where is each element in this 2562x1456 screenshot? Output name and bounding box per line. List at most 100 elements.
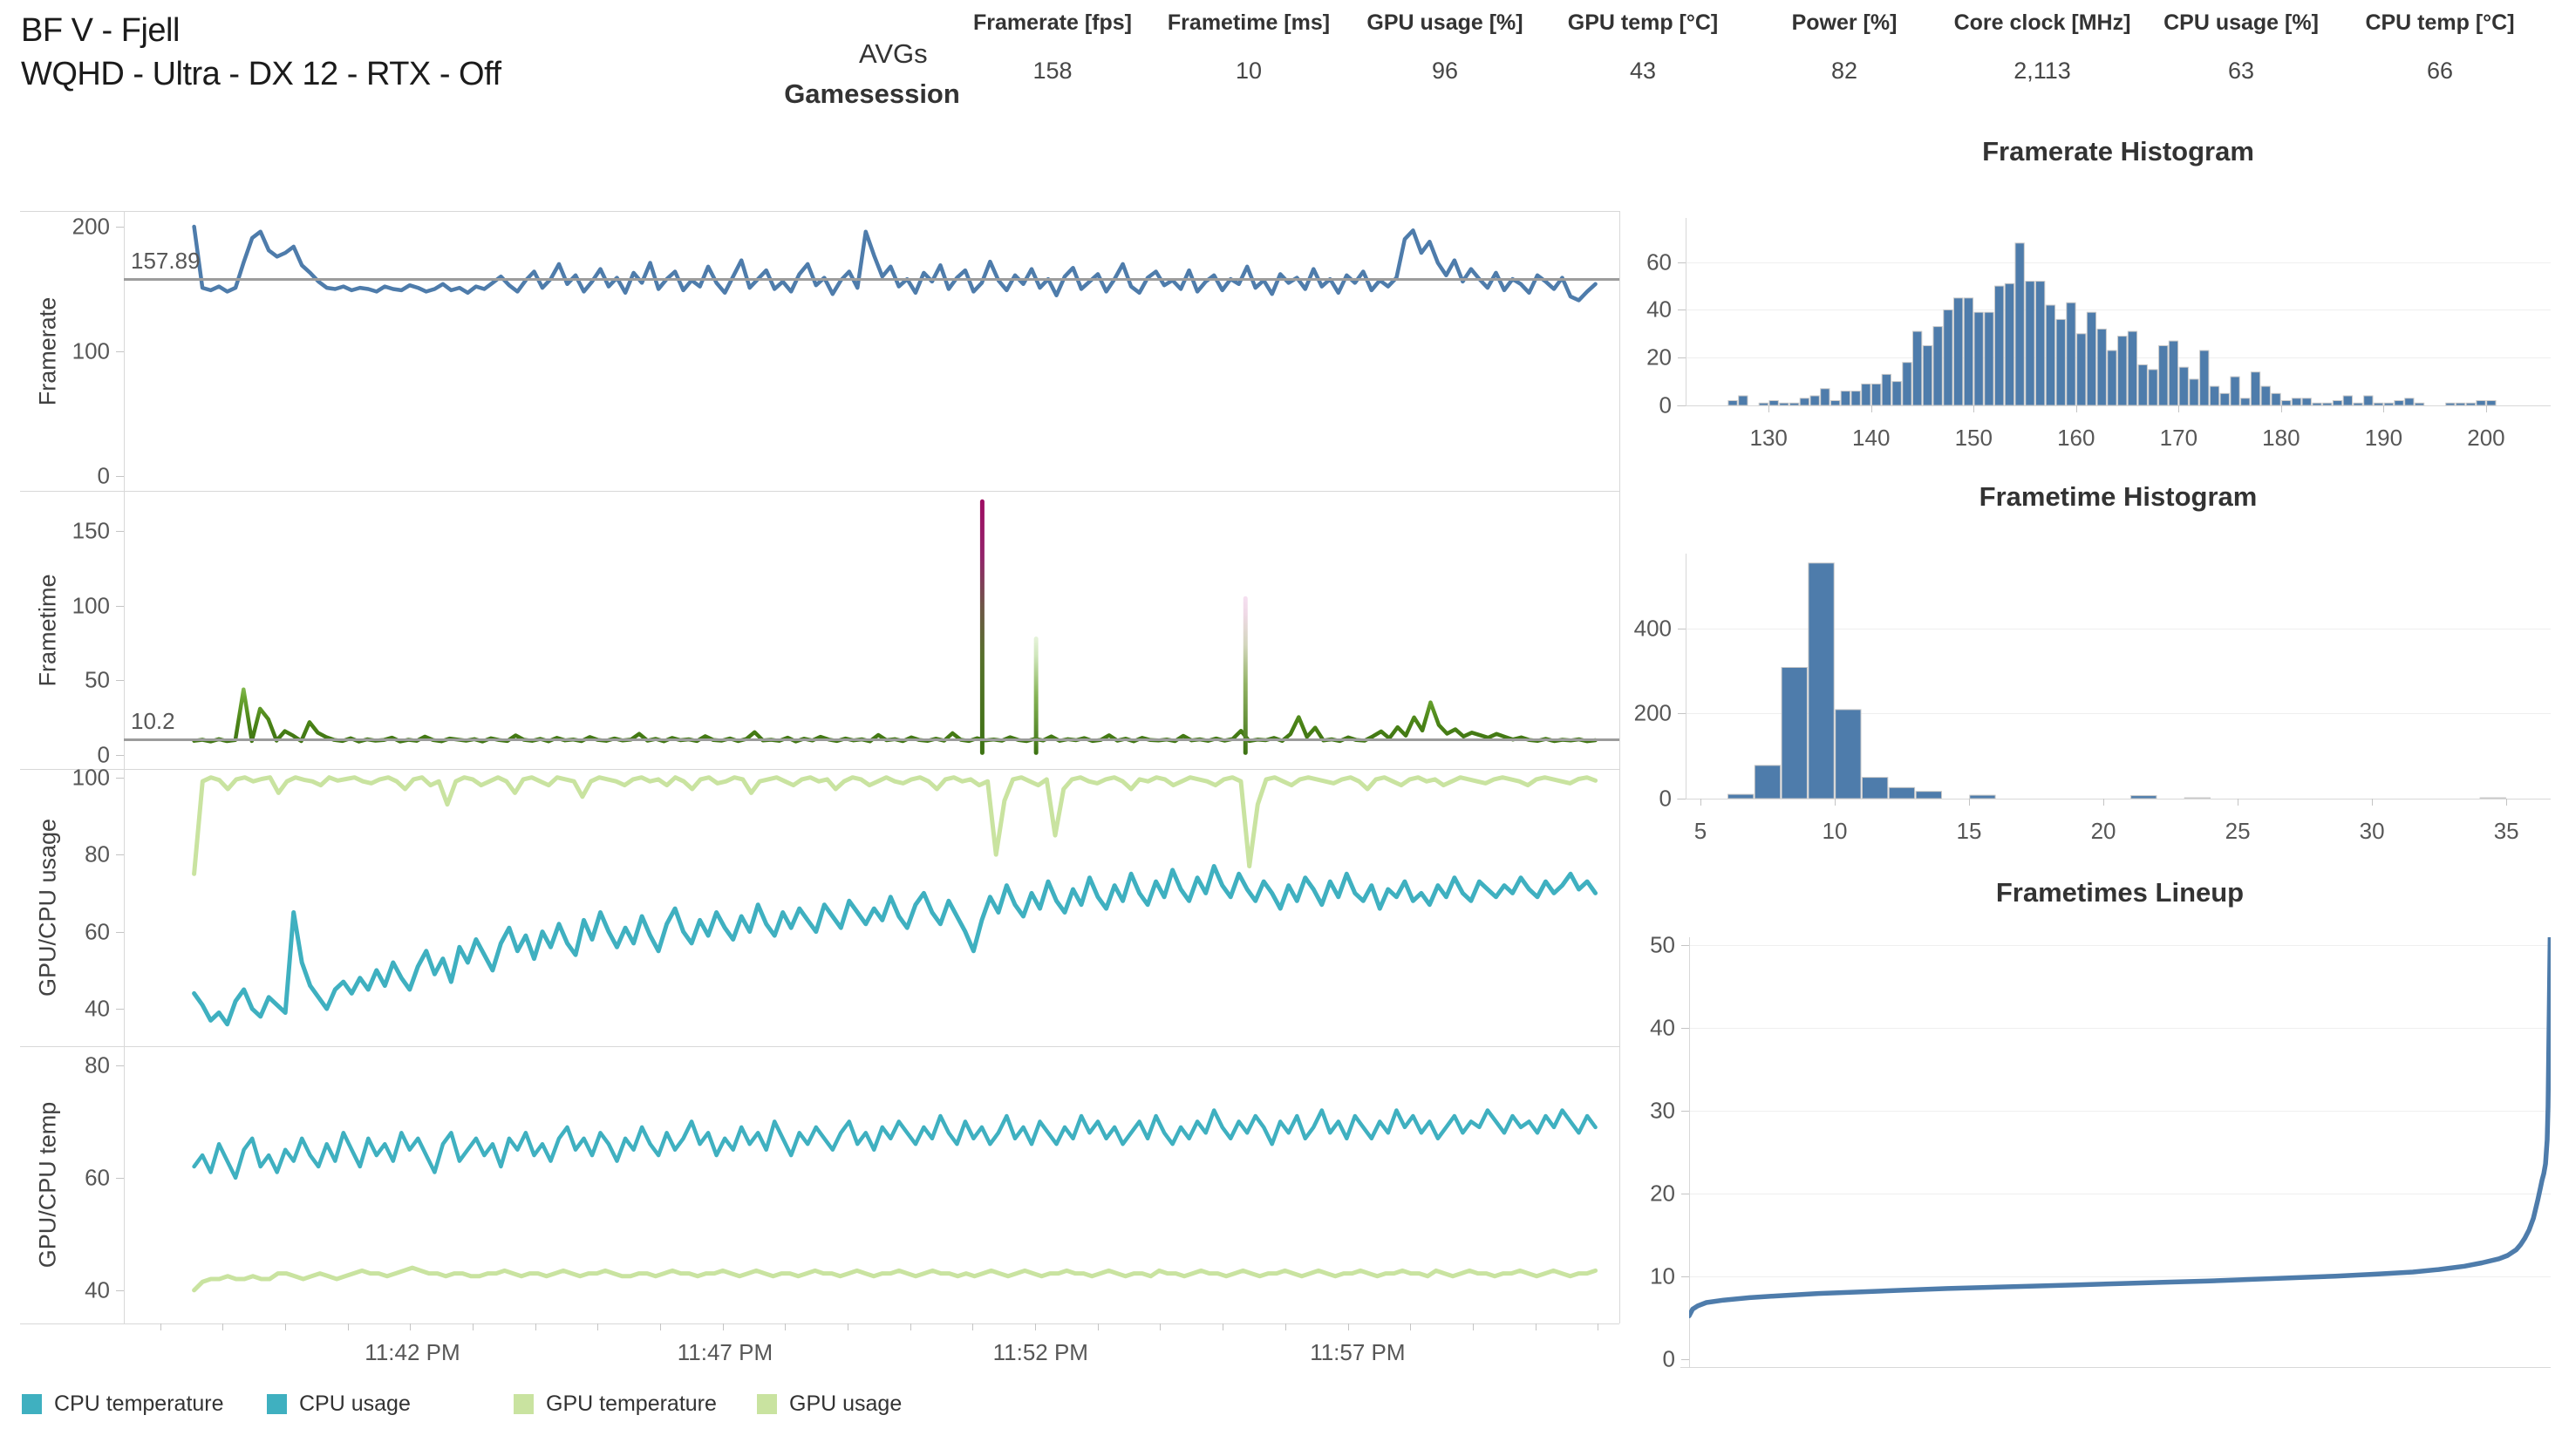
ytick-mark <box>116 1065 124 1066</box>
bar-framerate_histogram-188 <box>2363 395 2374 405</box>
bar-framerate_histogram-192 <box>2404 398 2415 405</box>
bar-frametime_histogram-21 <box>2130 795 2157 799</box>
avg-reference-label: 10.2 <box>131 708 175 735</box>
xtick-minor <box>284 1323 286 1330</box>
panel-divider-4 <box>20 1323 1619 1324</box>
lineup-line <box>1689 937 2551 1318</box>
bar-framerate_histogram-138 <box>1850 391 1861 405</box>
bar-framerate_histogram-179 <box>2271 392 2281 405</box>
avg-reference-line-framerate <box>124 278 1619 282</box>
framerate_histogram-x-axis-line <box>1677 405 2551 406</box>
ytick-mark <box>1681 1358 1689 1360</box>
xtick-minor <box>1472 1323 1474 1330</box>
legend-item-gpu-temperature[interactable]: GPU temperature <box>514 1391 717 1417</box>
bar-framerate_histogram-126 <box>1727 400 1738 405</box>
ytick-mark <box>116 605 124 607</box>
gridline-30 <box>1689 1111 2551 1112</box>
ytick-mark <box>1681 945 1689 947</box>
bar-framerate_histogram-157 <box>2045 304 2056 405</box>
legend-swatch-gpu-usage <box>757 1394 777 1414</box>
bar-frametime_histogram-15 <box>1969 794 1996 799</box>
report-title-line1: BF V - Fjell <box>21 12 180 49</box>
ytick-frametime_histogram-0: 0 <box>1659 785 1672 812</box>
legend-item-cpu-usage[interactable]: CPU usage <box>267 1391 411 1417</box>
bar-frametime_histogram-13 <box>1915 791 1943 799</box>
xtick-mark <box>2485 405 2487 412</box>
ytick-lineup-40: 40 <box>1650 1014 1675 1041</box>
gridline-50 <box>1689 945 2551 947</box>
ytick-mark <box>116 777 124 779</box>
plot-right-border <box>1619 211 1620 1323</box>
bar-framerate_histogram-134 <box>1809 395 1820 405</box>
bar-framerate_histogram-145 <box>1922 345 1933 405</box>
bar-framerate_histogram-152 <box>1994 285 2005 405</box>
bar-framerate_histogram-181 <box>2291 398 2302 405</box>
xtick-minor <box>1347 1323 1349 1330</box>
xtick-mark <box>1768 405 1770 412</box>
xtick-mark <box>1969 799 1971 806</box>
series-cpu_temp <box>192 1108 1598 1180</box>
xtick-minor <box>1535 1323 1537 1330</box>
xtick-minor <box>659 1323 661 1330</box>
ytick-Framerate-100: 100 <box>72 337 110 364</box>
plot-gpu-cpu-usage <box>192 775 1598 1027</box>
bar-framerate_histogram-143 <box>1902 362 1912 405</box>
bar-framerate_histogram-177 <box>2250 371 2261 405</box>
bar-framerate_histogram-186 <box>2342 395 2354 405</box>
legend-swatch-cpu-temperature <box>22 1394 42 1414</box>
bar-frametime_histogram-6 <box>1727 793 1755 799</box>
xtick-frametime_histogram-20: 20 <box>2090 818 2116 844</box>
panel-divider-1 <box>20 491 1619 492</box>
stat-label-gpu-temp-c: GPU temp [°C] <box>1567 10 1719 35</box>
xtick-mark <box>2372 799 2374 806</box>
legend-item-cpu-temperature[interactable]: CPU temperature <box>22 1391 224 1417</box>
ytick-lineup-50: 50 <box>1650 931 1675 958</box>
xtick-frametime_histogram-5: 5 <box>1693 818 1707 844</box>
legend-item-gpu-usage[interactable]: GPU usage <box>757 1391 902 1417</box>
bar-framerate_histogram-136 <box>1830 400 1841 405</box>
framerate-histogram-title: Framerate Histogram <box>1982 136 2254 167</box>
bar-framerate_histogram-198 <box>2465 402 2477 405</box>
ytick-lineup-10: 10 <box>1650 1262 1675 1289</box>
xtick-frametime_histogram-15: 15 <box>1956 818 1982 844</box>
bar-framerate_histogram-139 <box>1861 383 1871 405</box>
bar-frametime_histogram-10 <box>1835 709 1862 799</box>
bar-framerate_histogram-127 <box>1738 395 1748 405</box>
xtick-mark <box>2103 799 2105 806</box>
avgs-label: AVGs <box>859 38 928 69</box>
xtick-frametime_histogram-25: 25 <box>2225 818 2251 844</box>
ytick-Frametime-50: 50 <box>85 666 110 693</box>
bar-framerate_histogram-163 <box>2107 350 2117 405</box>
framerate_histogram-bars <box>1727 242 2497 405</box>
xtick-minor <box>1097 1323 1099 1330</box>
bar-framerate_histogram-156 <box>2035 281 2046 405</box>
ytick-mark <box>116 1177 124 1179</box>
ytick-GPUCPUtemp-60: 60 <box>85 1164 110 1191</box>
frametime_histogram-bars <box>1727 562 2506 799</box>
bar-framerate_histogram-199 <box>2476 400 2486 405</box>
time-label-11-57-: 11:57 PM <box>1310 1339 1406 1365</box>
xtick-minor <box>597 1323 599 1330</box>
bar-framerate_histogram-171 <box>2189 378 2199 405</box>
ytick-mark <box>116 475 124 477</box>
legend-swatch-gpu-temperature <box>514 1394 534 1414</box>
xtick-framerate_histogram-200: 200 <box>2467 425 2505 451</box>
bar-framerate_histogram-154 <box>2014 242 2025 405</box>
xtick-framerate_histogram-160: 160 <box>2057 425 2095 451</box>
ytick-lineup-30: 30 <box>1650 1097 1675 1124</box>
xtick-minor <box>972 1323 974 1330</box>
ytick-mark <box>116 680 124 682</box>
ytick-framerate_histogram-20: 20 <box>1646 344 1672 371</box>
bar-framerate_histogram-170 <box>2178 366 2189 405</box>
bar-framerate_histogram-146 <box>1932 326 1943 405</box>
ytick-GPUCPUusage-100: 100 <box>72 764 110 791</box>
bar-framerate_histogram-197 <box>2455 402 2466 405</box>
bar-framerate_histogram-161 <box>2086 311 2097 405</box>
stat-label-core-clock-mhz: Core clock [MHz] <box>1953 10 2131 35</box>
bar-framerate_histogram-167 <box>2148 369 2158 405</box>
bar-frametime_histogram-11 <box>1862 777 1889 799</box>
ytick-mark <box>116 531 124 533</box>
ytick-GPUCPUusage-80: 80 <box>85 840 110 867</box>
bar-framerate_histogram-150 <box>1973 311 1984 405</box>
ytick-frametime_histogram-200: 200 <box>1633 699 1672 726</box>
